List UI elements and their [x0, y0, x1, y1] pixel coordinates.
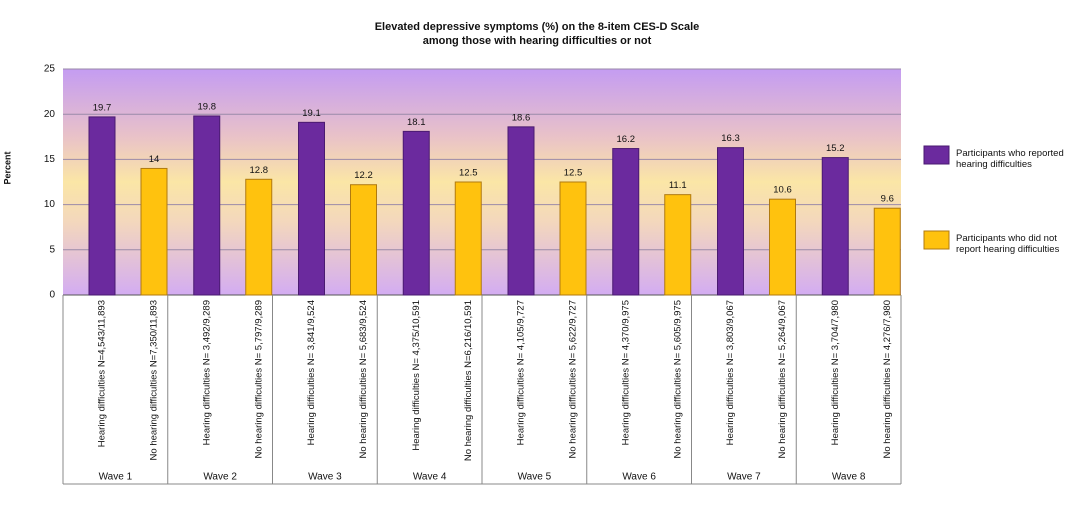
- y-tick-label: 10: [44, 199, 56, 210]
- value-label: 19.8: [198, 102, 217, 113]
- y-tick-label: 20: [44, 109, 56, 120]
- x-tick-label: Wave 6: [622, 472, 656, 483]
- x-tick-label: Wave 7: [727, 472, 761, 483]
- x-tick-label: Wave 8: [832, 472, 866, 483]
- bar-label: No hearing difficulties N= 5,622/9,727: [568, 300, 579, 459]
- y-axis-label: Percent: [2, 151, 12, 184]
- legend-swatch: [923, 145, 950, 165]
- value-label: 15.2: [826, 143, 845, 154]
- y-tick-label: 15: [44, 154, 56, 165]
- legend-swatch: [923, 230, 950, 250]
- value-label: 14: [149, 154, 160, 165]
- bar: [507, 126, 535, 296]
- x-tick-label: Wave 3: [308, 472, 342, 483]
- bar-label: Hearing difficulties N= 4,105/9,727: [516, 300, 527, 445]
- bar-label: Hearing difficulties N= 4,375/10,591: [411, 300, 422, 451]
- bar: [245, 178, 273, 296]
- value-label: 12.5: [564, 168, 583, 179]
- value-label: 16.2: [617, 134, 636, 145]
- x-tick-label: Wave 2: [203, 472, 237, 483]
- chart-subtitle: among those with hearing difficulties or…: [423, 35, 652, 47]
- value-label: 9.6: [881, 194, 894, 205]
- legend-item: Participants who did not report hearing …: [956, 233, 1060, 255]
- y-tick-label: 5: [49, 244, 55, 255]
- bar-label: No hearing difficulties N=6,216/10,591: [463, 300, 474, 461]
- bar: [559, 181, 587, 296]
- value-label: 10.6: [773, 185, 792, 196]
- value-label: 18.1: [407, 117, 426, 128]
- legend-item: Participants who reported hearing diffic…: [956, 148, 1064, 170]
- bar: [821, 157, 849, 296]
- chart-title: Elevated depressive symptoms (%) on the …: [375, 21, 700, 33]
- value-label: 19.1: [302, 108, 321, 119]
- x-tick-label: Wave 4: [413, 472, 447, 483]
- value-label: 12.2: [354, 170, 373, 181]
- bar-label: Hearing difficulties N= 4,370/9,975: [620, 300, 631, 445]
- bar-label: No hearing difficulties N= 5,683/9,524: [358, 300, 369, 459]
- bar: [769, 198, 796, 296]
- legend-label: Participants who did not report hearing …: [956, 233, 1060, 255]
- bar-label: No hearing difficulties N= 5,797/9,289: [253, 300, 264, 459]
- y-tick-label: 0: [49, 290, 55, 301]
- value-label: 16.3: [721, 133, 740, 144]
- bar-label: Hearing difficulties N= 3,492/9,289: [201, 300, 212, 445]
- bar: [140, 167, 168, 296]
- bar-label: No hearing difficulties N= 4,276/7,980: [882, 300, 893, 459]
- legend-label: Participants who reported hearing diffic…: [956, 148, 1064, 170]
- y-tick-label: 25: [44, 64, 56, 75]
- bar: [612, 148, 640, 296]
- bar: [298, 121, 325, 296]
- bar-label: No hearing difficulties N=7,350/11,893: [149, 300, 160, 460]
- value-label: 12.5: [459, 168, 478, 179]
- bar: [88, 116, 116, 296]
- bar: [193, 115, 221, 296]
- bar-label: Hearing difficulties N= 3,704/7,980: [830, 300, 841, 445]
- bar: [402, 130, 430, 296]
- bar-label: Hearing difficulties N= 3,803/9,067: [725, 300, 736, 445]
- bar: [664, 194, 692, 296]
- bar: [873, 207, 901, 296]
- bar-label: No hearing difficulties N= 5,605/9,975: [672, 300, 683, 459]
- value-label: 19.7: [93, 102, 112, 113]
- value-label: 12.8: [250, 165, 269, 176]
- bar-label: No hearing difficulties N= 5,264/9,067: [777, 300, 788, 459]
- bar: [350, 184, 377, 296]
- x-tick-label: Wave 5: [518, 472, 552, 483]
- value-label: 11.1: [669, 180, 687, 191]
- bar-label: Hearing difficulties N= 3,841/9,524: [306, 300, 317, 445]
- value-label: 18.6: [512, 112, 531, 123]
- bar: [454, 181, 482, 296]
- x-tick-label: Wave 1: [99, 472, 133, 483]
- bar: [717, 147, 744, 296]
- bar-label: Hearing difficulties N=4,543/11,893: [97, 300, 108, 447]
